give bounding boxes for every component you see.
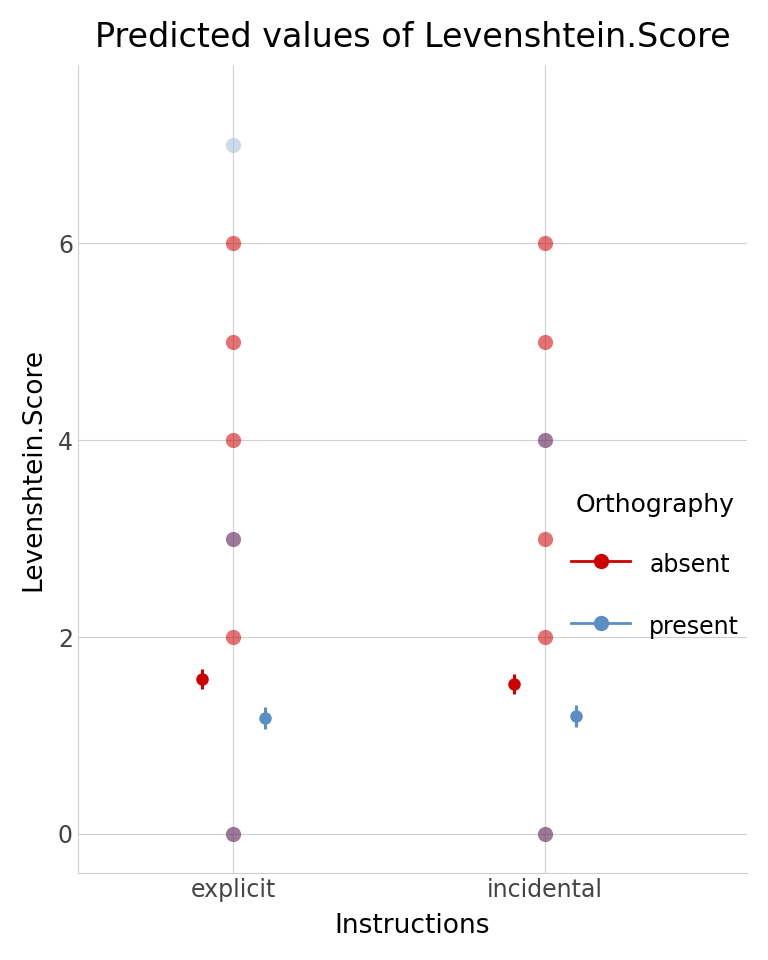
- Point: [227, 334, 240, 349]
- Y-axis label: Levenshtein.Score: Levenshtein.Score: [21, 348, 47, 591]
- Point: [538, 236, 551, 252]
- Point: [538, 433, 551, 448]
- Point: [227, 630, 240, 645]
- Point: [538, 531, 551, 546]
- Point: [227, 827, 240, 842]
- Point: [538, 630, 551, 645]
- Point: [227, 531, 240, 546]
- Point: [227, 433, 240, 448]
- Point: [538, 827, 551, 842]
- X-axis label: Instructions: Instructions: [335, 913, 490, 939]
- Point: [538, 334, 551, 349]
- Point: [227, 137, 240, 153]
- Legend: absent, present: absent, present: [562, 483, 749, 650]
- Title: Predicted values of Levenshtein.Score: Predicted values of Levenshtein.Score: [94, 21, 730, 54]
- Point: [227, 236, 240, 252]
